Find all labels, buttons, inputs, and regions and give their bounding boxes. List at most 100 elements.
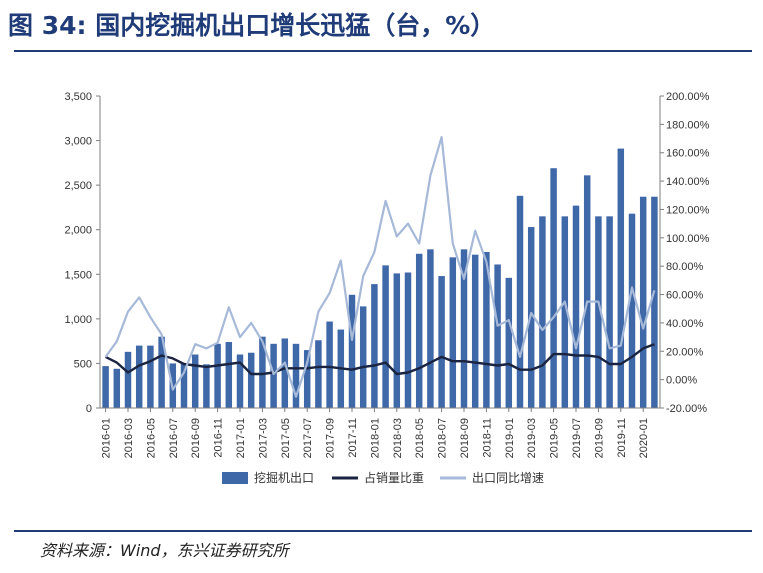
x-tick-label: 2016-05	[145, 418, 157, 458]
x-tick-label: 2017-05	[280, 418, 292, 458]
bar-2019-11	[617, 148, 625, 408]
x-tick-label: 2016-11	[213, 418, 225, 458]
left-tick-label: 0	[86, 403, 92, 415]
x-tick-label: 2019-05	[549, 418, 561, 458]
right-tick-label: 200.00%	[666, 91, 710, 103]
bar-2016-04	[135, 345, 143, 408]
bar-2017-11	[348, 294, 356, 408]
x-tick-label: 2018-01	[369, 418, 381, 458]
bar-2019-04	[539, 216, 546, 408]
bar-2017-03	[259, 336, 266, 408]
x-tick-label: 2017-11	[347, 418, 359, 458]
bar-2018-02	[382, 265, 389, 408]
right-tick-label: -20.00%	[666, 403, 707, 415]
x-tick-label: 2019-03	[526, 418, 538, 458]
legend-label-export: 挖掘机出口	[254, 470, 314, 485]
series-line-yoy	[104, 136, 656, 398]
bar-2017-02	[247, 352, 255, 408]
bar-2019-10	[606, 216, 613, 408]
bar-2017-08	[315, 340, 322, 408]
x-tick-label: 2019-01	[504, 418, 516, 458]
bar-2018-09	[460, 249, 468, 408]
bar-2016-03	[124, 351, 132, 408]
bar-2016-05	[147, 345, 154, 408]
left-tick-label: 1,000	[64, 314, 92, 326]
right-tick-label: 120.00%	[666, 204, 710, 216]
bar-2018-11	[483, 252, 490, 408]
legend-label-yoy: 出口同比增速	[472, 471, 544, 485]
bar-2016-10	[203, 364, 210, 408]
bar-2019-07	[572, 205, 580, 408]
right-axis-ticks: -20.00% 0.00% 20.00% 40.00% 60.00% 80.00% 100.…	[660, 91, 710, 415]
x-tick-label: 2017-01	[235, 418, 247, 458]
right-tick-label: 40.00%	[666, 318, 704, 330]
left-tick-label: 2,000	[64, 225, 92, 237]
right-tick-label: 0.00%	[666, 375, 697, 387]
bar-2018-03	[393, 273, 401, 408]
bar-2019-01	[505, 277, 513, 408]
left-axis-ticks: 0 500 1,000 1,500 2,000 2,500 3,000 3,500	[64, 91, 100, 415]
source-note: 资料来源：Wind，东兴证券研究所	[40, 541, 289, 560]
x-tick-label: 2019-07	[571, 418, 583, 458]
bar-2019-09	[595, 216, 602, 408]
x-tick-label: 2017-09	[325, 418, 337, 458]
bar-2016-11	[214, 343, 221, 408]
bar-2018-08	[449, 257, 457, 408]
left-tick-label: 500	[74, 358, 92, 370]
right-tick-label: 60.00%	[666, 290, 704, 302]
x-tick-label: 2019-11	[616, 418, 628, 458]
bar-2016-01	[102, 366, 109, 408]
bar-2018-06	[427, 249, 434, 408]
bar-2018-10	[471, 254, 479, 408]
right-tick-label: 20.00%	[666, 346, 704, 358]
x-tick-label: 2016-03	[123, 418, 135, 458]
legend-swatch-bar	[222, 472, 248, 484]
left-tick-label: 3,500	[64, 91, 92, 103]
right-tick-label: 100.00%	[666, 233, 710, 245]
x-tick-label: 2018-11	[481, 418, 493, 458]
bar-2017-06	[292, 343, 300, 408]
axes	[99, 96, 661, 409]
bar-2018-05	[415, 253, 423, 408]
x-tick-label: 2016-01	[101, 418, 113, 458]
bar-2018-01	[371, 284, 378, 408]
bar-2019-12	[628, 213, 636, 408]
bar-group	[102, 148, 658, 408]
x-tick-label: 2017-03	[257, 418, 269, 458]
bar-2017-01	[236, 354, 244, 408]
right-tick-label: 140.00%	[666, 176, 710, 188]
bar-2019-08	[583, 175, 591, 408]
left-tick-label: 3,000	[64, 136, 92, 148]
bar-2020-01	[639, 196, 647, 408]
bar-2017-07	[303, 350, 311, 408]
bar-2019-02	[516, 195, 524, 408]
x-tick-label: 2018-09	[459, 418, 471, 458]
bar-2017-04	[270, 343, 277, 408]
right-tick-label: 160.00%	[666, 148, 710, 160]
x-tick-label: 2018-07	[437, 418, 449, 458]
bar-2019-05	[550, 168, 557, 408]
bar-2017-05	[281, 338, 289, 408]
bar-2018-04	[404, 272, 412, 408]
legend: 挖掘机出口 占销量比重 出口同比增速	[222, 470, 544, 485]
bar-2016-08	[180, 363, 188, 408]
bar-2016-02	[113, 368, 121, 408]
bar-2020-02	[651, 196, 658, 408]
x-tick-label: 2018-05	[414, 418, 426, 458]
right-tick-label: 180.00%	[666, 119, 710, 131]
x-tick-label: 2019-09	[593, 418, 605, 458]
x-tick-label: 2016-09	[190, 418, 202, 458]
x-tick-label: 2018-03	[392, 418, 404, 458]
left-tick-label: 2,500	[64, 180, 92, 192]
x-axis-ticks: 2016-01 2016-03 2016-05 2016-07 2016-09 2016-…	[101, 408, 650, 458]
x-tick-label: 2017-07	[302, 418, 314, 458]
x-tick-label: 2020-01	[638, 418, 650, 458]
bar-2017-12	[359, 306, 367, 408]
figure-title: 图 34: 国内挖掘机出口增长迅猛（台，%）	[8, 11, 496, 40]
bar-2017-09	[326, 321, 333, 408]
legend-label-share: 占销量比重	[364, 470, 424, 485]
left-tick-label: 1,500	[64, 269, 92, 281]
bar-2018-07	[438, 276, 445, 408]
bar-2019-06	[561, 216, 569, 408]
